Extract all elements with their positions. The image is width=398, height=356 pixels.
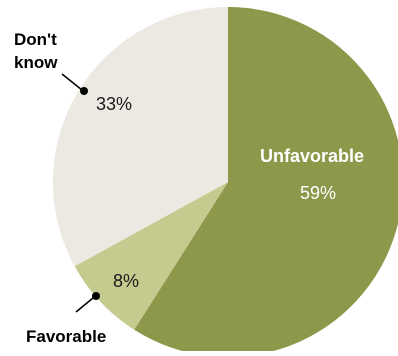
leader-line-favorable xyxy=(75,297,94,313)
leader-dot-dont-know xyxy=(80,87,88,95)
slice-label-unfavorable: Unfavorable xyxy=(260,146,364,166)
leader-dot-favorable xyxy=(92,292,100,300)
slice-dont-know xyxy=(53,7,228,267)
leader-lines xyxy=(61,73,100,313)
slice-value-favorable: 8% xyxy=(113,271,139,291)
slice-value-unfavorable: 59% xyxy=(300,183,336,203)
slice-unfavorable xyxy=(134,7,398,356)
slice-label-dont-know-line2: know xyxy=(14,53,58,72)
slice-label-dont-know-line1: Don't xyxy=(14,30,57,49)
slice-favorable xyxy=(74,182,229,330)
pie-slices xyxy=(53,7,398,356)
slice-label-favorable: Favorable xyxy=(26,327,106,346)
leader-line-dont-know xyxy=(61,73,83,91)
slice-value-dont-know: 33% xyxy=(96,94,132,114)
